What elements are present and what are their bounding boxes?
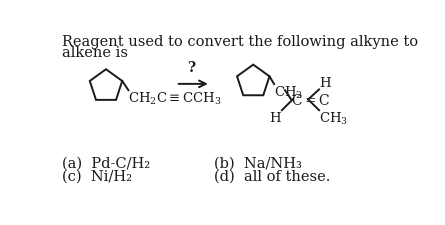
Text: (a)  Pd-C/H₂: (a) Pd-C/H₂ <box>62 156 150 170</box>
Text: $\mathregular{H}$: $\mathregular{H}$ <box>269 111 282 125</box>
Text: alkene is: alkene is <box>62 45 128 59</box>
Text: $\mathregular{CH_3}$: $\mathregular{CH_3}$ <box>319 111 348 127</box>
Text: (d)  all of these.: (d) all of these. <box>214 169 331 183</box>
Text: (b)  Na/NH₃: (b) Na/NH₃ <box>214 156 302 170</box>
Text: $\mathregular{CH_2}$: $\mathregular{CH_2}$ <box>274 85 303 101</box>
Text: ?: ? <box>187 61 195 74</box>
Text: $\mathregular{H}$: $\mathregular{H}$ <box>319 76 332 90</box>
Text: $\mathregular{CH_2C{\equiv}CCH_3}$: $\mathregular{CH_2C{\equiv}CCH_3}$ <box>129 91 222 107</box>
Text: (c)  Ni/H₂: (c) Ni/H₂ <box>62 169 132 183</box>
Text: Reagent used to convert the following alkyne to: Reagent used to convert the following al… <box>62 35 418 49</box>
Text: $\mathregular{C{=}C}$: $\mathregular{C{=}C}$ <box>291 92 331 108</box>
